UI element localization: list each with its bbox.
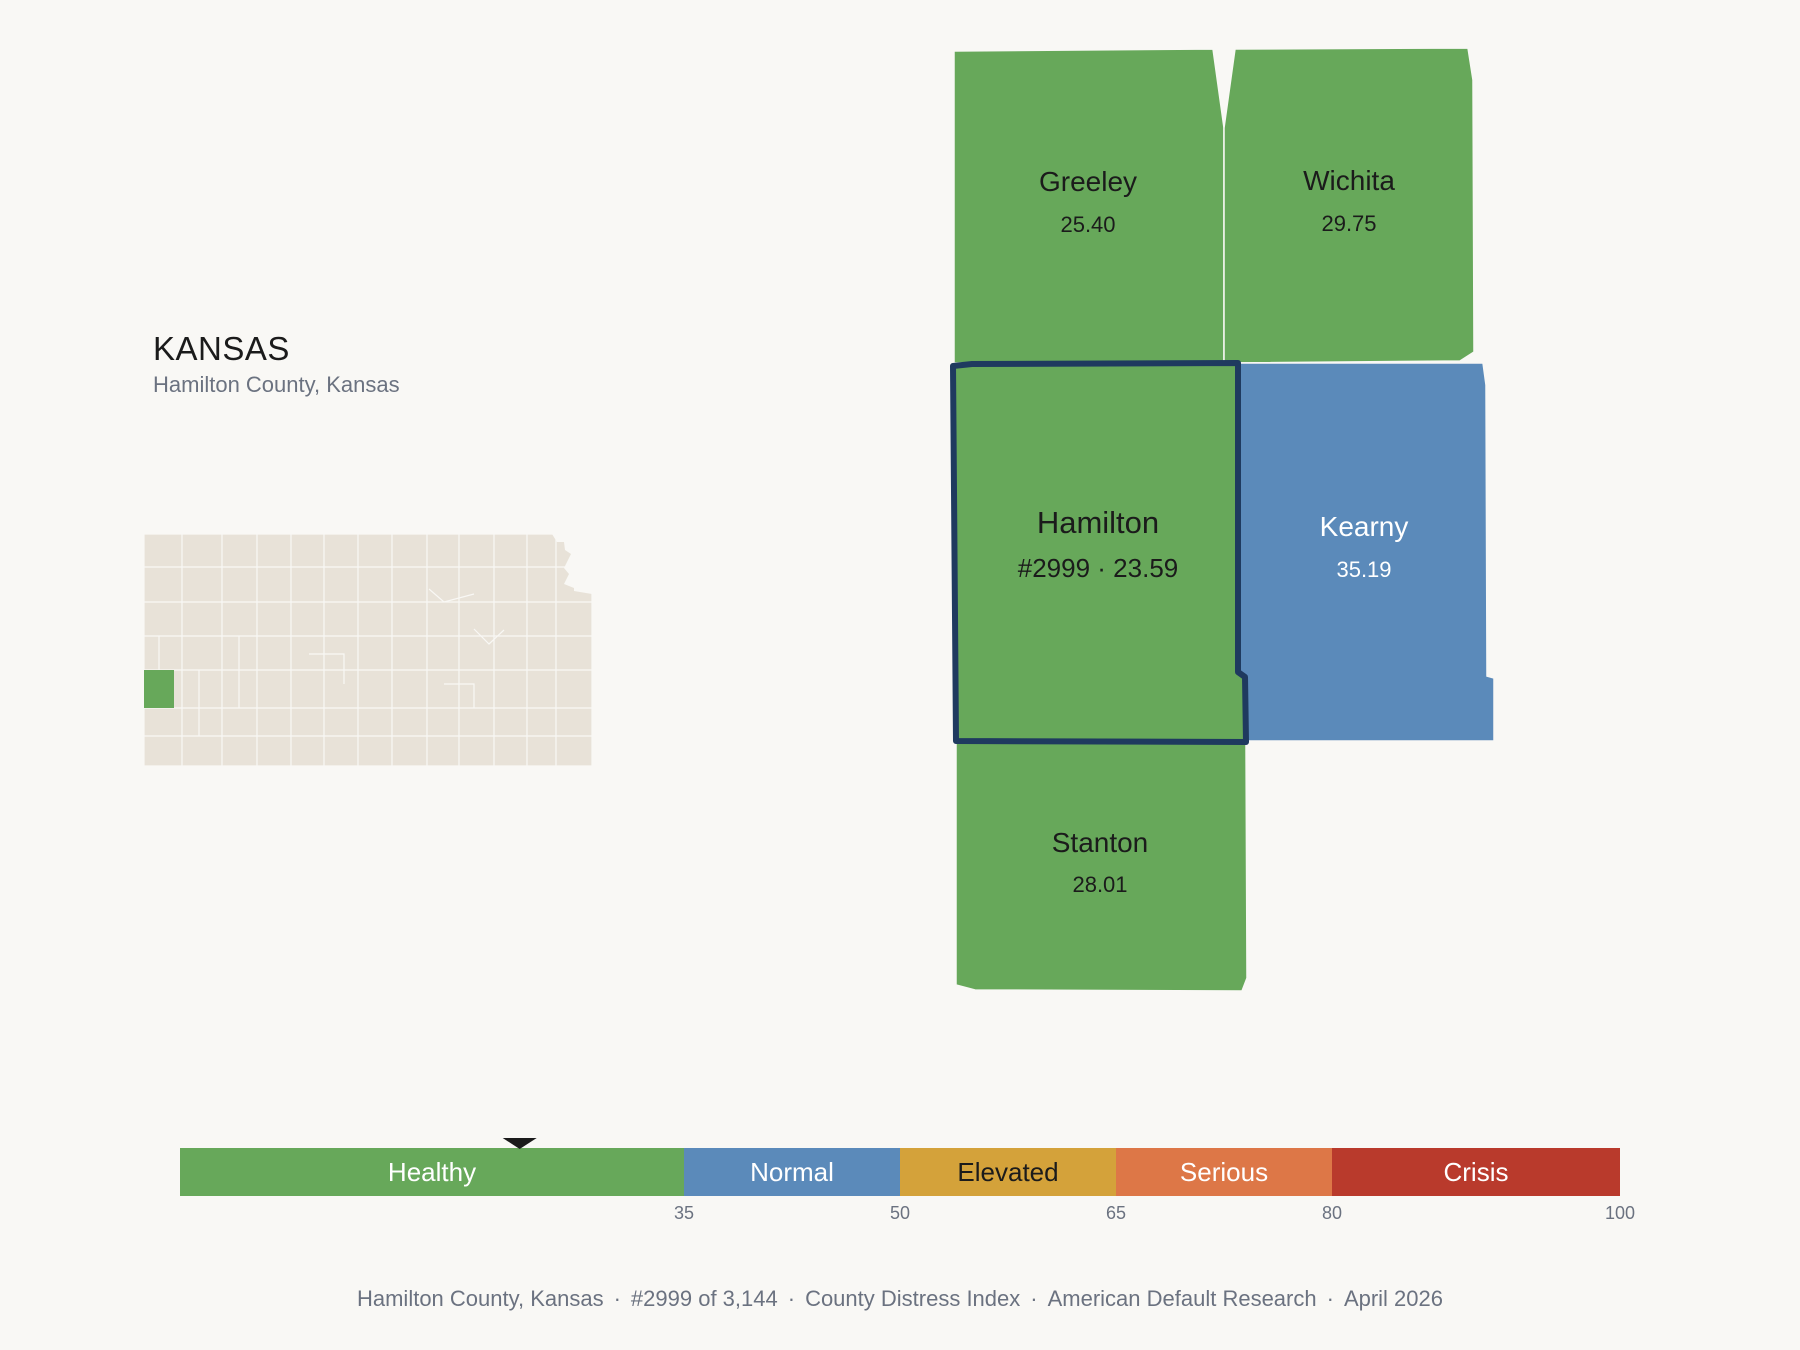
scale-band-label-elevated: Elevated xyxy=(957,1157,1058,1187)
scale-band-healthy xyxy=(180,1148,684,1196)
scale-tick-label: 80 xyxy=(1322,1203,1342,1223)
scale-tick-label: 35 xyxy=(674,1203,694,1223)
footer-county: Hamilton County, Kansas xyxy=(356,1286,604,1311)
county-map: Greeley 25.40 Wichita 29.75 Kearny 35.19… xyxy=(950,47,1495,992)
scale-tick-label: 50 xyxy=(890,1203,910,1223)
county-greeley[interactable]: Greeley 25.40 xyxy=(953,48,1225,364)
county-subtitle: Hamilton County, Kansas xyxy=(153,372,400,397)
county-stanton-name: Stanton xyxy=(1052,827,1149,858)
footer-source: American Default Research xyxy=(1047,1286,1317,1311)
kansas-inset-map xyxy=(144,534,593,767)
scale-band-normal xyxy=(684,1148,900,1196)
scale-tick-label: 65 xyxy=(1106,1203,1126,1223)
scale-band-label-normal: Normal xyxy=(750,1157,834,1187)
county-kearny[interactable]: Kearny 35.19 xyxy=(1236,362,1495,742)
distress-scale: Healthy Normal Elevated Serious Crisis 35 50 6… xyxy=(180,1138,1635,1223)
state-title: KANSAS xyxy=(153,330,290,367)
county-stanton-score: 28.01 xyxy=(1072,872,1127,897)
footer-index-name: County Distress Index xyxy=(805,1286,1021,1311)
scale-band-label-serious: Serious xyxy=(1180,1157,1268,1187)
county-boundaries xyxy=(144,534,593,767)
county-wichita-score: 29.75 xyxy=(1321,211,1376,236)
hamilton-county-inset xyxy=(144,670,174,708)
scale-marker-triangle xyxy=(502,1138,537,1149)
county-kearny-name: Kearny xyxy=(1320,511,1409,542)
county-wichita-shape[interactable] xyxy=(1223,47,1475,364)
county-greeley-score: 25.40 xyxy=(1060,212,1115,237)
county-wichita-name: Wichita xyxy=(1303,165,1395,196)
scale-band-serious xyxy=(1116,1148,1332,1196)
county-stanton[interactable]: Stanton 28.01 xyxy=(955,742,1248,992)
footer: Hamilton County, Kansas · #2999 of 3,144 · C… xyxy=(356,1286,1444,1311)
footer-date: April 2026 xyxy=(1343,1286,1444,1311)
county-wichita[interactable]: Wichita 29.75 xyxy=(1223,47,1475,364)
county-hamilton-name: Hamilton xyxy=(1037,505,1159,540)
county-hamilton-selected[interactable]: Hamilton #2999 · 23.59 xyxy=(950,360,1249,745)
scale-band-label-crisis: Crisis xyxy=(1444,1157,1509,1187)
scale-tick-label: 100 xyxy=(1605,1203,1635,1223)
scale-band-elevated xyxy=(900,1148,1116,1196)
county-hamilton-shape[interactable] xyxy=(950,360,1249,745)
scale-band-label-healthy: Healthy xyxy=(388,1157,476,1187)
county-greeley-name: Greeley xyxy=(1039,166,1137,197)
scale-band-crisis xyxy=(1332,1148,1620,1196)
county-hamilton-rank-score: #2999 · 23.59 xyxy=(1018,553,1178,583)
county-kearny-score: 35.19 xyxy=(1336,557,1391,582)
footer-rank: #2999 of 3,144 xyxy=(630,1286,778,1311)
